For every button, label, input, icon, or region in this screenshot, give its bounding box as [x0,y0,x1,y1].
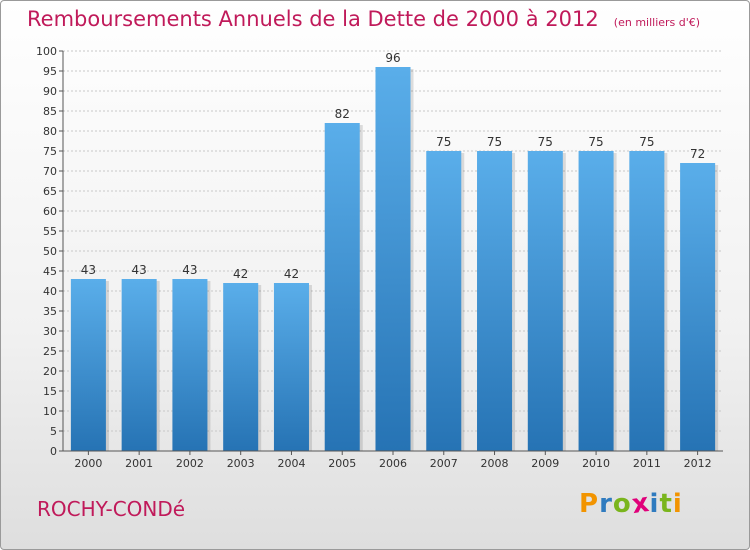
bar-value-label: 75 [436,135,451,149]
title-row: Remboursements Annuels de la Dette de 20… [27,7,700,31]
x-tick-label: 2005 [328,457,356,470]
bar-value-label: 75 [538,135,553,149]
y-tick-label: 20 [43,365,57,378]
x-tick-label: 2004 [277,457,305,470]
y-tick-label: 5 [50,425,57,438]
bar-2009 [527,151,563,451]
y-tick-label: 95 [43,65,57,78]
logo-letter: x [629,487,652,521]
y-tick-label: 85 [43,105,57,118]
bar-value-label: 75 [639,135,654,149]
x-tick-label: 2003 [227,457,255,470]
chart-title: Remboursements Annuels de la Dette de 20… [27,7,599,31]
bar-2008 [477,151,513,451]
bar-value-label: 75 [588,135,603,149]
x-tick-label: 2008 [481,457,509,470]
x-tick-label: 2009 [531,457,559,470]
y-tick-label: 75 [43,145,57,158]
bar-value-label: 42 [233,267,248,281]
proxiti-logo[interactable]: Proxiti [579,487,683,521]
y-tick-label: 90 [43,85,57,98]
logo-letter: t [659,489,673,519]
logo-letter: o [612,489,632,519]
bar-2007 [426,151,462,451]
bar-2004 [273,283,309,451]
bar-value-label: 72 [690,147,705,161]
bar-value-label: 43 [81,263,96,277]
y-tick-label: 0 [50,445,57,458]
y-tick-label: 70 [43,165,57,178]
logo-letter: i [672,489,683,519]
commune-name: ROCHY-CONDé [37,497,186,521]
bar-value-label: 43 [132,263,147,277]
y-tick-label: 55 [43,225,57,238]
bar-value-label: 96 [385,51,400,65]
y-tick-label: 40 [43,285,57,298]
x-tick-label: 2012 [684,457,712,470]
bar-2005 [324,123,360,451]
y-tick-label: 60 [43,205,57,218]
bar-value-label: 75 [487,135,502,149]
y-tick-label: 80 [43,125,57,138]
y-tick-label: 45 [43,265,57,278]
y-tick-label: 10 [43,405,57,418]
bar-value-label: 82 [335,107,350,121]
logo-letter: i [649,489,660,519]
bar-2006 [375,67,411,451]
bar-2001 [121,279,157,451]
chart-unit: (en milliers d'€) [613,16,701,29]
bar-2003 [223,283,259,451]
logo-letter: r [599,489,613,519]
bar-2000 [70,279,106,451]
y-tick-label: 30 [43,325,57,338]
x-tick-label: 2010 [582,457,610,470]
bar-2011 [629,151,665,451]
y-tick-label: 15 [43,385,57,398]
bar-value-label: 42 [284,267,299,281]
y-tick-label: 100 [36,45,57,58]
x-tick-label: 2006 [379,457,407,470]
x-tick-label: 2007 [430,457,458,470]
y-tick-label: 50 [43,245,57,258]
y-tick-label: 25 [43,345,57,358]
bar-2012 [680,163,716,451]
x-tick-label: 2002 [176,457,204,470]
axis-layer: 0 5 10 15 20 25 30 35 40 45 50 55 60 65 70 75 80 85 90 95 10… [36,45,723,470]
y-tick-label: 35 [43,305,57,318]
x-tick-label: 2011 [633,457,661,470]
bar-2010 [578,151,614,451]
x-tick-label: 2001 [125,457,153,470]
logo-letter: P [579,489,600,519]
bar-value-label: 43 [182,263,197,277]
bar-2002 [172,279,208,451]
y-tick-label: 65 [43,185,57,198]
x-tick-label: 2000 [74,457,102,470]
bars-layer [70,67,719,451]
